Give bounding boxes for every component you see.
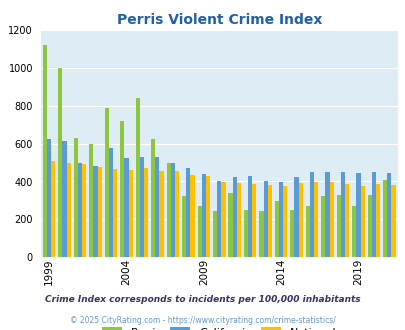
Bar: [267, 185, 271, 257]
Bar: [329, 182, 333, 257]
Bar: [252, 184, 256, 257]
Bar: [93, 166, 97, 257]
Bar: [298, 183, 302, 257]
Bar: [159, 171, 163, 257]
Bar: [139, 157, 144, 257]
Bar: [186, 168, 190, 257]
Bar: [97, 167, 102, 257]
Bar: [221, 182, 225, 257]
Bar: [175, 171, 179, 257]
Bar: [247, 176, 252, 257]
Bar: [104, 109, 109, 257]
Bar: [243, 210, 247, 257]
Bar: [232, 177, 236, 257]
Bar: [320, 196, 325, 257]
Bar: [305, 206, 309, 257]
Bar: [325, 172, 329, 257]
Bar: [166, 162, 171, 257]
Bar: [78, 162, 82, 257]
Bar: [390, 185, 394, 257]
Bar: [278, 182, 283, 257]
Bar: [336, 195, 340, 257]
Title: Perris Violent Crime Index: Perris Violent Crime Index: [116, 13, 321, 27]
Bar: [190, 175, 194, 257]
Bar: [313, 182, 318, 257]
Bar: [124, 158, 128, 257]
Bar: [290, 210, 294, 257]
Bar: [371, 172, 375, 257]
Bar: [171, 162, 175, 257]
Bar: [344, 184, 348, 257]
Bar: [197, 206, 201, 257]
Bar: [74, 138, 78, 257]
Text: © 2025 CityRating.com - https://www.cityrating.com/crime-statistics/: © 2025 CityRating.com - https://www.city…: [70, 316, 335, 325]
Bar: [375, 184, 379, 257]
Bar: [89, 145, 93, 257]
Bar: [274, 201, 278, 257]
Bar: [82, 164, 86, 257]
Bar: [340, 172, 344, 257]
Bar: [62, 141, 66, 257]
Bar: [213, 211, 217, 257]
Bar: [113, 169, 117, 257]
Bar: [66, 162, 70, 257]
Bar: [382, 180, 386, 257]
Bar: [367, 195, 371, 257]
Bar: [135, 98, 139, 257]
Bar: [294, 177, 298, 257]
Bar: [356, 173, 360, 257]
Bar: [263, 182, 267, 257]
Bar: [360, 186, 364, 257]
Bar: [386, 173, 390, 257]
Bar: [47, 139, 51, 257]
Bar: [259, 211, 263, 257]
Bar: [205, 176, 209, 257]
Bar: [351, 206, 356, 257]
Bar: [217, 181, 221, 257]
Bar: [128, 170, 132, 257]
Bar: [109, 148, 113, 257]
Bar: [155, 157, 159, 257]
Bar: [236, 183, 241, 257]
Bar: [309, 172, 313, 257]
Bar: [228, 193, 232, 257]
Bar: [51, 161, 55, 257]
Bar: [120, 121, 124, 257]
Legend: Perris, California, National: Perris, California, National: [101, 327, 336, 330]
Bar: [201, 174, 205, 257]
Bar: [151, 139, 155, 257]
Bar: [43, 45, 47, 257]
Bar: [144, 168, 148, 257]
Bar: [58, 68, 62, 257]
Text: Crime Index corresponds to incidents per 100,000 inhabitants: Crime Index corresponds to incidents per…: [45, 295, 360, 304]
Bar: [181, 196, 186, 257]
Bar: [283, 186, 287, 257]
